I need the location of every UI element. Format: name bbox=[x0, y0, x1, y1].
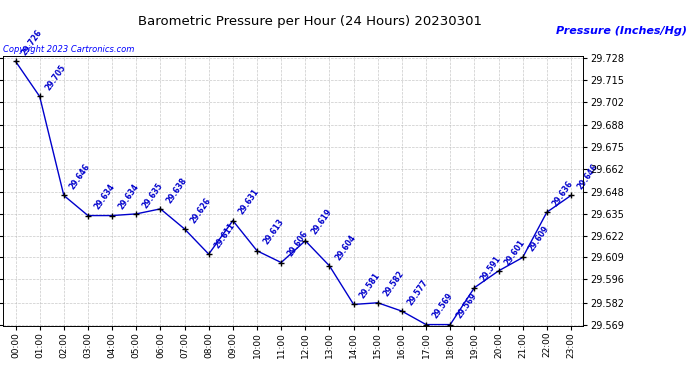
Text: Barometric Pressure per Hour (24 Hours) 20230301: Barometric Pressure per Hour (24 Hours) … bbox=[139, 15, 482, 28]
Text: 29.577: 29.577 bbox=[406, 278, 431, 307]
Text: 29.569: 29.569 bbox=[431, 291, 454, 320]
Text: Copyright 2023 Cartronics.com: Copyright 2023 Cartronics.com bbox=[3, 45, 135, 54]
Text: 29.646: 29.646 bbox=[68, 162, 92, 191]
Text: Pressure (Inches/Hg): Pressure (Inches/Hg) bbox=[555, 26, 687, 36]
Text: 29.635: 29.635 bbox=[141, 181, 164, 210]
Text: 29.631: 29.631 bbox=[237, 188, 261, 216]
Text: 29.634: 29.634 bbox=[117, 182, 140, 212]
Text: 29.582: 29.582 bbox=[382, 270, 406, 298]
Text: 29.634: 29.634 bbox=[92, 182, 116, 212]
Text: 29.705: 29.705 bbox=[44, 63, 68, 92]
Text: 29.646: 29.646 bbox=[575, 162, 599, 191]
Text: 29.638: 29.638 bbox=[165, 176, 189, 205]
Text: 29.604: 29.604 bbox=[334, 233, 357, 262]
Text: 29.606: 29.606 bbox=[286, 230, 309, 258]
Text: 29.619: 29.619 bbox=[310, 207, 333, 237]
Text: 29.569: 29.569 bbox=[455, 291, 478, 320]
Text: 29.611: 29.611 bbox=[213, 221, 237, 250]
Text: 29.609: 29.609 bbox=[527, 224, 551, 254]
Text: 29.591: 29.591 bbox=[479, 255, 502, 284]
Text: 29.636: 29.636 bbox=[551, 179, 575, 208]
Text: 29.601: 29.601 bbox=[503, 238, 526, 267]
Text: 29.581: 29.581 bbox=[358, 271, 382, 300]
Text: 29.626: 29.626 bbox=[189, 196, 213, 225]
Text: 29.726: 29.726 bbox=[20, 28, 44, 57]
Text: 29.613: 29.613 bbox=[262, 217, 285, 247]
